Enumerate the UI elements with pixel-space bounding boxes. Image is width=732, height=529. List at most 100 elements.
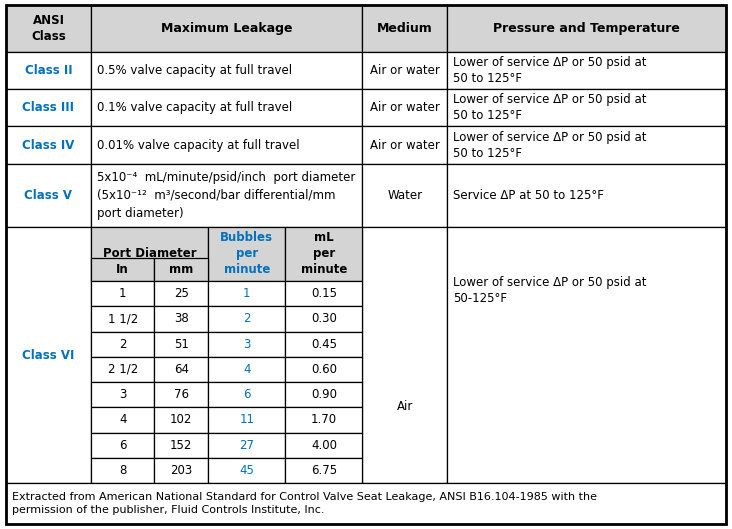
Bar [285,281,362,306]
Bar [91,164,362,227]
Text: (5x10⁻¹²  m³/second/bar differential/mm: (5x10⁻¹² m³/second/bar differential/mm [97,189,335,202]
Text: Class V: Class V [24,189,72,202]
Text: Class III: Class III [23,102,75,114]
Bar [154,407,209,433]
Text: Bubbles
per
minute: Bubbles per minute [220,232,273,277]
Bar [91,458,154,483]
Text: Lower of service ΔP or 50 psid at
50 to 125°F: Lower of service ΔP or 50 psid at 50 to … [453,56,647,85]
Text: Lower of service ΔP or 50 psid at
50 to 125°F: Lower of service ΔP or 50 psid at 50 to … [453,93,647,122]
Bar [362,164,447,227]
Text: Service ΔP at 50 to 125°F: Service ΔP at 50 to 125°F [453,189,604,202]
Bar [285,306,362,332]
Text: Air or water: Air or water [370,139,440,152]
Text: 45: 45 [239,464,254,477]
Text: 0.5% valve capacity at full travel: 0.5% valve capacity at full travel [97,64,292,77]
Bar [91,5,362,52]
Bar [209,433,285,458]
Text: 1.70: 1.70 [311,414,337,426]
Text: 4.00: 4.00 [311,439,337,452]
Text: 3: 3 [119,388,127,401]
Text: Pressure and Temperature: Pressure and Temperature [493,22,680,35]
Text: 0.15: 0.15 [311,287,337,300]
Bar [154,306,209,332]
Text: Port Diameter: Port Diameter [102,248,196,260]
Text: 51: 51 [174,338,189,351]
Bar [285,227,362,281]
Bar [91,227,209,281]
Text: Class VI: Class VI [22,349,75,361]
Bar [285,407,362,433]
Bar [447,5,726,52]
Bar [209,306,285,332]
Bar [91,281,154,306]
Bar [209,332,285,357]
Text: Water: Water [387,189,422,202]
Text: Air: Air [397,400,413,413]
Text: 102: 102 [170,414,193,426]
Text: 38: 38 [174,313,189,325]
Text: 76: 76 [173,388,189,401]
Bar [154,357,209,382]
Bar [91,357,154,382]
Text: 1: 1 [243,287,250,300]
Text: 3: 3 [243,338,250,351]
Text: 0.1% valve capacity at full travel: 0.1% valve capacity at full travel [97,102,292,114]
Text: 2: 2 [243,313,250,325]
Text: 4: 4 [243,363,250,376]
Text: In: In [116,263,129,276]
Text: Air or water: Air or water [370,64,440,77]
Text: 6.75: 6.75 [311,464,337,477]
Text: Medium: Medium [377,22,433,35]
Bar [6,89,91,126]
Text: 6: 6 [243,388,250,401]
Bar [154,258,209,281]
Text: 203: 203 [171,464,193,477]
Text: 8: 8 [119,464,127,477]
Bar [362,5,447,52]
Bar [91,306,154,332]
Text: Lower of service ΔP or 50 psid at
50-125°F: Lower of service ΔP or 50 psid at 50-125… [453,277,647,305]
Text: 5x10⁻⁴  mL/minute/psid/inch  port diameter: 5x10⁻⁴ mL/minute/psid/inch port diameter [97,171,355,184]
Bar [209,382,285,407]
Bar [209,458,285,483]
Bar [447,227,726,483]
Text: Air or water: Air or water [370,102,440,114]
Text: Class IV: Class IV [22,139,75,152]
Text: 0.60: 0.60 [311,363,337,376]
Bar [209,281,285,306]
Text: 6: 6 [119,439,127,452]
Text: 0.45: 0.45 [311,338,337,351]
Text: Lower of service ΔP or 50 psid at
50 to 125°F: Lower of service ΔP or 50 psid at 50 to … [453,131,647,160]
Bar [91,382,154,407]
Bar [91,52,362,89]
Bar [6,126,91,164]
Text: 2 1/2: 2 1/2 [108,363,138,376]
Bar [285,357,362,382]
Text: port diameter): port diameter) [97,206,184,220]
Text: 0.90: 0.90 [311,388,337,401]
Text: Class II: Class II [25,64,72,77]
Bar [91,407,154,433]
Text: Maximum Leakage: Maximum Leakage [161,22,292,35]
Bar [362,52,447,89]
Text: 1 1/2: 1 1/2 [108,313,138,325]
Bar [154,458,209,483]
Bar [285,382,362,407]
Bar [447,89,726,126]
Bar [447,164,726,227]
Text: mL
per
minute: mL per minute [301,232,347,277]
Text: 0.01% valve capacity at full travel: 0.01% valve capacity at full travel [97,139,299,152]
Text: 4: 4 [119,414,127,426]
Bar [447,126,726,164]
Bar [91,258,154,281]
Bar [362,227,447,483]
Text: ANSI
Class: ANSI Class [31,14,66,43]
Text: 64: 64 [173,363,189,376]
Bar [91,89,362,126]
Bar [154,332,209,357]
Text: 152: 152 [170,439,193,452]
Text: 11: 11 [239,414,254,426]
Bar [91,433,154,458]
Text: 27: 27 [239,439,254,452]
Bar [154,382,209,407]
